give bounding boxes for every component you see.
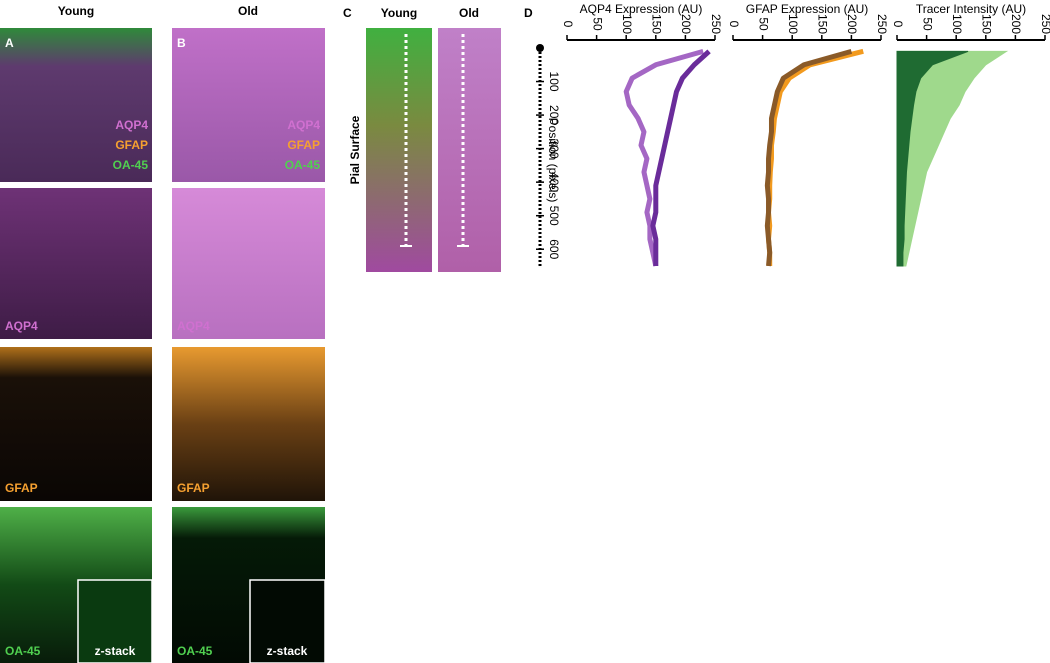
column-title: Old bbox=[459, 6, 479, 20]
image-label: GFAP bbox=[115, 138, 148, 152]
series-line bbox=[650, 49, 711, 266]
image-label: AQP4 bbox=[115, 118, 148, 132]
x-tick-label: 0 bbox=[561, 21, 575, 28]
panel-label: B bbox=[177, 36, 186, 50]
image-label: AQP4 bbox=[287, 118, 320, 132]
x-tick-label: 100 bbox=[950, 14, 964, 34]
column-title: Young bbox=[58, 4, 94, 18]
y-tick-label: 300 bbox=[547, 139, 561, 159]
image-label: OA-45 bbox=[5, 644, 41, 658]
image-label: GFAP bbox=[177, 481, 210, 495]
image bbox=[438, 28, 501, 272]
x-tick-label: 200 bbox=[1009, 14, 1023, 34]
x-tick-label: 150 bbox=[816, 14, 830, 34]
y-tick-label: 200 bbox=[547, 105, 561, 125]
image bbox=[366, 28, 432, 272]
image-label: AQP4 bbox=[177, 319, 210, 333]
image bbox=[172, 28, 325, 182]
series-area bbox=[896, 50, 969, 267]
x-tick-label: 50 bbox=[756, 17, 770, 31]
x-tick-label: 200 bbox=[845, 14, 859, 34]
column-title: Old bbox=[238, 4, 258, 18]
x-tick-label: 0 bbox=[727, 21, 741, 28]
x-tick-label: 50 bbox=[590, 17, 604, 31]
panel-label: A bbox=[5, 36, 14, 50]
image-label: GFAP bbox=[5, 481, 38, 495]
inset bbox=[77, 579, 153, 663]
image-label: AQP4 bbox=[5, 319, 38, 333]
axis-label: Position (pixels) bbox=[546, 118, 560, 203]
x-tick-label: 150 bbox=[980, 14, 994, 34]
y-tick-label: 500 bbox=[547, 206, 561, 226]
x-tick-label: 0 bbox=[891, 21, 905, 28]
micrographs bbox=[0, 28, 501, 663]
image-label: z-stack bbox=[267, 644, 308, 658]
axis-label: Pial Surface bbox=[348, 115, 362, 184]
image bbox=[172, 347, 325, 501]
x-tick-label: 250 bbox=[1039, 14, 1050, 34]
chart-title: Tracer Intensity (AU) bbox=[916, 2, 1026, 16]
image-label: OA-45 bbox=[177, 644, 213, 658]
chart-title: AQP4 Expression (AU) bbox=[580, 2, 703, 16]
x-tick-label: 250 bbox=[875, 14, 889, 34]
image bbox=[172, 188, 325, 339]
series-line bbox=[764, 48, 853, 267]
series-area bbox=[896, 50, 1009, 267]
x-tick-label: 100 bbox=[620, 14, 634, 34]
image bbox=[0, 188, 152, 339]
column-title: Young bbox=[381, 6, 417, 20]
x-tick-label: 50 bbox=[920, 17, 934, 31]
image bbox=[0, 28, 152, 182]
inset bbox=[249, 579, 326, 663]
image-label: OA-45 bbox=[285, 158, 321, 172]
x-tick-label: 200 bbox=[679, 14, 693, 34]
image-label: GFAP bbox=[287, 138, 320, 152]
y-tick-label: 400 bbox=[547, 172, 561, 192]
chart-title: GFAP Expression (AU) bbox=[746, 2, 868, 16]
panel-label: C bbox=[343, 6, 352, 20]
image-label: OA-45 bbox=[113, 158, 149, 172]
y-tick-label: 100 bbox=[547, 72, 561, 92]
image-label: z-stack bbox=[95, 644, 136, 658]
y-tick-label: 600 bbox=[547, 239, 561, 259]
x-tick-label: 250 bbox=[709, 14, 723, 34]
series-line bbox=[623, 48, 704, 267]
x-tick-label: 100 bbox=[786, 14, 800, 34]
image bbox=[0, 347, 152, 501]
axis-origin bbox=[536, 44, 544, 52]
panel-label: D bbox=[524, 6, 533, 20]
x-tick-label: 150 bbox=[650, 14, 664, 34]
